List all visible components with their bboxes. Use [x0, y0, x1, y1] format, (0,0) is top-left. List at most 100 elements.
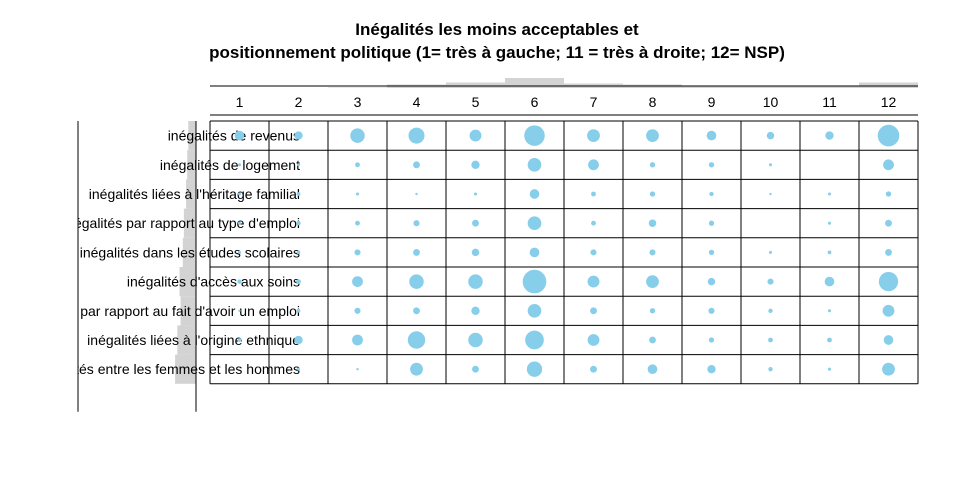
- bubble: [413, 161, 420, 169]
- bubble: [649, 336, 656, 344]
- chart-title-line-1: Inégalités les moins acceptables et: [355, 20, 639, 39]
- bubble: [587, 334, 600, 346]
- bubble: [415, 192, 418, 196]
- column-label: 11: [822, 94, 837, 110]
- bubble: [590, 365, 597, 373]
- column-label: 12: [881, 94, 897, 110]
- bubble: [591, 191, 596, 197]
- column-label: 3: [354, 94, 362, 110]
- bubble: [827, 309, 832, 313]
- bubble: [646, 129, 659, 142]
- column-total-bar: [859, 82, 918, 88]
- chart-title-line-2: positionnement politique (1= très à gauc…: [209, 43, 785, 62]
- bubble: [885, 248, 892, 256]
- bubble: [591, 220, 596, 226]
- bubble: [825, 131, 834, 140]
- column-label: 1: [236, 94, 244, 110]
- row-total-bar: [175, 354, 196, 384]
- bubble: [471, 160, 480, 169]
- bubble: [708, 337, 715, 343]
- bubble: [587, 129, 600, 142]
- row-label: inégalités liées à l'héritage familial: [89, 186, 300, 202]
- bubble: [827, 221, 832, 225]
- row-label: inégalités par rapport au fait d'avoir u…: [17, 303, 300, 319]
- bubble: [469, 129, 482, 142]
- bubble: [237, 279, 242, 284]
- bubble: [827, 192, 832, 196]
- bubble: [529, 189, 540, 199]
- row-label: inégalités de logement: [160, 157, 300, 173]
- grid: [77, 85, 919, 412]
- column-label: 9: [708, 94, 716, 110]
- row-total-bar: [180, 296, 196, 326]
- bubble: [296, 250, 301, 255]
- bubble: [352, 276, 363, 287]
- bubble: [527, 157, 542, 172]
- bubble: [649, 249, 656, 256]
- row-total-bar: [188, 121, 196, 151]
- column-label: 5: [472, 94, 480, 110]
- bubbles: [234, 124, 900, 377]
- column-total-bar: [682, 86, 741, 88]
- bubble: [527, 303, 542, 318]
- bubble: [590, 249, 597, 256]
- row-label: inégalités dans les études scolaires: [80, 244, 300, 260]
- bubble: [472, 219, 479, 227]
- column-label: 10: [763, 94, 779, 110]
- bubble: [238, 309, 241, 312]
- column-total-bar: [328, 87, 387, 88]
- bubble: [296, 192, 301, 196]
- bubble: [708, 249, 715, 256]
- row-total-bar: [179, 267, 196, 297]
- bubble: [649, 162, 656, 168]
- bubble: [296, 221, 301, 226]
- row-labels: inégalités de revenus inégalités de logem…: [17, 128, 300, 378]
- column-total-bar: [505, 78, 564, 88]
- bubble: [355, 220, 360, 226]
- bubble: [590, 307, 597, 315]
- bubble: [647, 364, 658, 375]
- bubble: [588, 159, 599, 171]
- bubble: [472, 365, 479, 373]
- bubble: [352, 334, 363, 346]
- bubble: [468, 332, 483, 348]
- bubble: [877, 124, 900, 147]
- bubble: [649, 308, 656, 314]
- bubble: [827, 367, 832, 371]
- bubble: [294, 131, 303, 140]
- bubble: [767, 278, 774, 285]
- column-label: 2: [295, 94, 303, 110]
- bubble: [709, 191, 714, 197]
- bubble: [768, 250, 773, 254]
- bubble: [410, 362, 423, 376]
- row-label: inégalités par rapport au type d'emploi: [63, 215, 300, 231]
- bubble: [526, 361, 543, 377]
- row-total-bar: [177, 325, 196, 355]
- bubble: [883, 335, 894, 345]
- bubble: [708, 220, 715, 226]
- bubble: [708, 162, 715, 168]
- margin-bars: [175, 78, 918, 384]
- bubble: [354, 249, 361, 256]
- bubble: [413, 307, 420, 315]
- bubble: [471, 248, 480, 257]
- bubble: [707, 277, 716, 286]
- bubble: [524, 125, 545, 146]
- bubble: [587, 275, 600, 288]
- column-total-bar: [800, 85, 859, 88]
- bubble: [354, 307, 361, 314]
- bubble: [885, 191, 892, 197]
- bubble: [296, 279, 301, 285]
- bubble: [473, 192, 478, 196]
- column-label: 7: [590, 94, 598, 110]
- bubble: [296, 308, 301, 313]
- bubble: [883, 159, 894, 171]
- bubble: [648, 219, 657, 227]
- bubble: [882, 362, 895, 376]
- bubble: [827, 337, 832, 343]
- bubble: [766, 131, 775, 140]
- row-label: inégalités liées à l'origine ethnique: [87, 332, 300, 348]
- row-label: inégalités d'accès aux soins: [127, 274, 300, 290]
- bubble: [529, 247, 540, 258]
- bubble: [768, 163, 773, 167]
